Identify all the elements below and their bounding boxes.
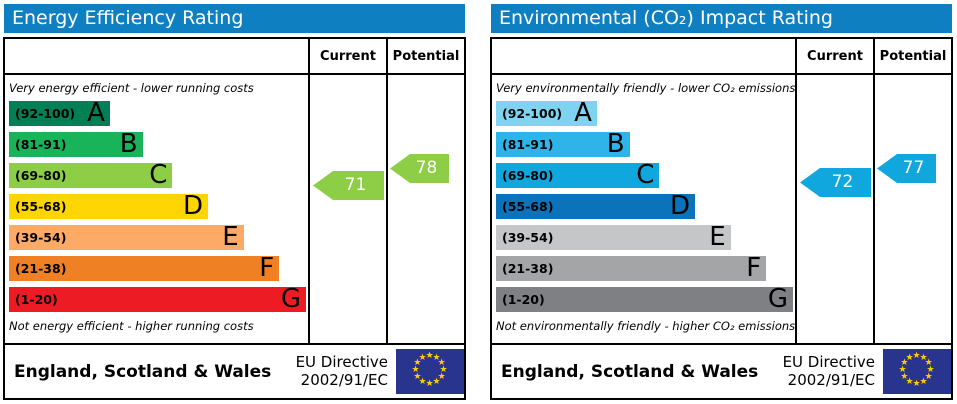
eu-directive-label: EU Directive 2002/91/EC (782, 353, 875, 389)
potential-rating-arrow: 78 (390, 154, 449, 183)
band-letter: D (182, 191, 203, 221)
band-letter: C (636, 160, 655, 190)
band-letter: A (87, 98, 105, 128)
band-range: (21-38) (15, 261, 67, 276)
potential-column-header: Potential (386, 39, 464, 73)
current-column-header: Current (308, 39, 386, 73)
band-d: (55-68) D (496, 191, 695, 221)
top-caption: Very energy efficient - lower running co… (9, 81, 254, 95)
band-range: (1-20) (15, 292, 58, 307)
band-range: (92-100) (15, 106, 76, 121)
band-d: (55-68) D (9, 191, 208, 221)
band-b: (81-91) B (9, 129, 143, 159)
band-f: (21-38) F (496, 253, 767, 283)
band-a: (92-100) A (496, 98, 597, 128)
band-range: (92-100) (502, 106, 563, 121)
panel-title: Energy Efficiency Rating (4, 4, 465, 33)
band-b: (81-91) B (496, 129, 630, 159)
band-g: (1-20) G (496, 284, 793, 314)
rating-scale-column: Very environmentally friendly - lower CO… (492, 75, 795, 343)
band-letter: B (606, 129, 625, 159)
eu-directive-line1: EU Directive (782, 353, 875, 372)
band-range: (1-20) (502, 292, 545, 307)
region-label: England, Scotland & Wales (501, 361, 759, 382)
rating-body: Very environmentally friendly - lower CO… (492, 75, 951, 343)
eu-directive-line1: EU Directive (295, 353, 388, 372)
band-letter: E (222, 222, 239, 252)
rating-scale-column: Very energy efficient - lower running co… (5, 75, 308, 343)
bottom-caption: Not energy efficient - higher running co… (9, 319, 254, 333)
table-header-row: Current Potential (5, 39, 464, 75)
rating-bands: (92-100) A (81-91) B (69-80) C (55-68) D (39… (496, 98, 793, 314)
bottom-caption: Not environmentally friendly - higher CO… (496, 319, 796, 333)
rating-body: Very energy efficient - lower running co… (5, 75, 464, 343)
eu-directive-label: EU Directive 2002/91/EC (295, 353, 388, 389)
band-letter: G (280, 284, 301, 314)
panel-title: Environmental (CO₂) Impact Rating (491, 4, 952, 33)
potential-column-header: Potential (873, 39, 951, 73)
band-range: (39-54) (502, 230, 554, 245)
table-header-row: Current Potential (492, 39, 951, 75)
eu-directive-line2: 2002/91/EC (787, 370, 875, 389)
band-letter: C (149, 160, 168, 190)
scale-header-spacer (492, 39, 795, 73)
band-range: (81-91) (15, 137, 67, 152)
band-range: (69-80) (502, 168, 554, 183)
top-caption: Very environmentally friendly - lower CO… (496, 81, 796, 95)
band-letter: A (574, 98, 592, 128)
potential-rating-arrow: 77 (877, 154, 936, 183)
band-range: (21-38) (502, 261, 554, 276)
eu-directive-line2: 2002/91/EC (300, 370, 388, 389)
table-footer: England, Scotland & Wales EU Directive 2… (492, 343, 951, 398)
band-range: (69-80) (15, 168, 67, 183)
band-e: (39-54) E (9, 222, 244, 252)
band-range: (39-54) (15, 230, 67, 245)
potential-value-column: 78 (386, 75, 464, 343)
scale-header-spacer (5, 39, 308, 73)
band-letter: G (767, 284, 788, 314)
eu-flag-icon: ★ ★ ★ ★ ★ ★ ★ ★ ★ ★ ★ ★ (883, 349, 951, 394)
band-c: (69-80) C (9, 160, 173, 190)
band-range: (55-68) (15, 199, 67, 214)
current-rating-arrow: 71 (313, 171, 384, 200)
band-letter: F (746, 253, 762, 283)
band-letter: B (119, 129, 138, 159)
band-range: (81-91) (502, 137, 554, 152)
rating-table: Current Potential Very energy efficient … (3, 37, 466, 400)
band-g: (1-20) G (9, 284, 306, 314)
table-footer: England, Scotland & Wales EU Directive 2… (5, 343, 464, 398)
band-e: (39-54) E (496, 222, 731, 252)
band-letter: F (259, 253, 275, 283)
current-column-header: Current (795, 39, 873, 73)
rating-bands: (92-100) A (81-91) B (69-80) C (55-68) D (39… (9, 98, 306, 314)
band-letter: D (669, 191, 690, 221)
region-label: England, Scotland & Wales (14, 361, 272, 382)
band-a: (92-100) A (9, 98, 110, 128)
eu-flag-icon: ★ ★ ★ ★ ★ ★ ★ ★ ★ ★ ★ ★ (396, 349, 464, 394)
band-f: (21-38) F (9, 253, 280, 283)
current-rating-arrow: 72 (800, 168, 871, 197)
band-letter: E (709, 222, 726, 252)
environmental-impact-panel: Environmental (CO₂) Impact Rating Curren… (490, 4, 953, 400)
energy-efficiency-panel: Energy Efficiency Rating Current Potenti… (3, 4, 466, 400)
band-range: (55-68) (502, 199, 554, 214)
current-value-column: 71 (308, 75, 386, 343)
band-c: (69-80) C (496, 160, 660, 190)
rating-table: Current Potential Very environmentally f… (490, 37, 953, 400)
current-value-column: 72 (795, 75, 873, 343)
potential-value-column: 77 (873, 75, 951, 343)
